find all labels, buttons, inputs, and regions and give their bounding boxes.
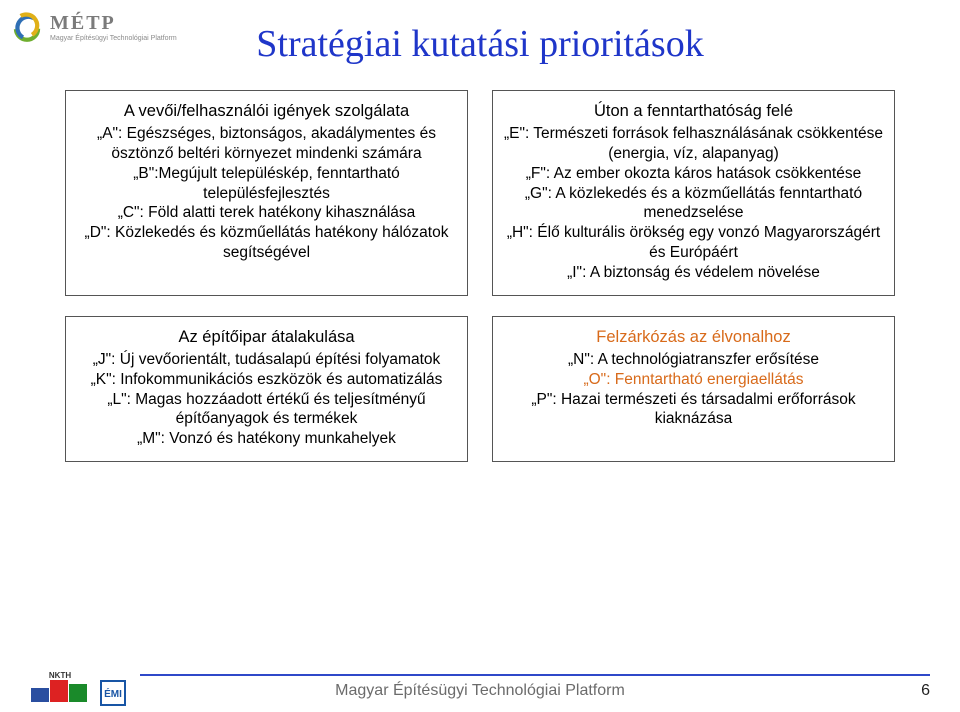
box-head: Úton a fenntarthatóság felé	[503, 101, 884, 122]
slide-page: MÉTP Magyar Építésügyi Technológiai Plat…	[0, 0, 960, 712]
footer-separator	[140, 674, 930, 676]
box-head: A vevői/felhasználói igények szolgálata	[76, 101, 457, 122]
page-title: Stratégiai kutatási prioritások	[0, 22, 960, 66]
item-l: „L": Magas hozzáadott értékű és teljesít…	[76, 390, 457, 430]
item-i: „I": A biztonság és védelem növelése	[503, 263, 884, 283]
box-head: Az építőipar átalakulása	[76, 327, 457, 348]
item-e: „E": Természeti források felhasználásána…	[503, 124, 884, 164]
item-n: „N": A technológiatranszfer erősítése	[503, 350, 884, 370]
item-f: „F": Az ember okozta káros hatások csökk…	[503, 164, 884, 184]
box-head: Felzárkózás az élvonalhoz	[503, 327, 884, 348]
item-k: „K": Infokommunikációs eszközök és autom…	[76, 370, 457, 390]
item-c: „C": Föld alatti terek hatékony kihaszná…	[76, 203, 457, 223]
box-industry-transform: Az építőipar átalakulása „J": Új vevőori…	[65, 316, 468, 462]
box-customer-needs: A vevői/felhasználói igények szolgálata …	[65, 90, 468, 296]
item-a: „A": Egészséges, biztonságos, akadálymen…	[76, 124, 457, 164]
item-g: „G": A közlekedés és a közműellátás fenn…	[503, 184, 884, 224]
item-p: „P": Hazai természeti és társadalmi erőf…	[503, 390, 884, 430]
box-sustainability: Úton a fenntarthatóság felé „E": Termész…	[492, 90, 895, 296]
footer: NKTH ÉMI Magyar Építésügyi Technológiai …	[0, 654, 960, 712]
item-h: „H": Élő kulturális örökség egy vonzó Ma…	[503, 223, 884, 263]
item-d: „D": Közlekedés és közműellátás hatékony…	[76, 223, 457, 263]
content-grid: A vevői/felhasználói igények szolgálata …	[65, 90, 895, 462]
item-m: „M": Vonzó és hatékony munkahelyek	[76, 429, 457, 449]
svg-text:NKTH: NKTH	[49, 671, 71, 680]
item-b: „B":Megújult településkép, fenntartható …	[76, 164, 457, 204]
footer-text: Magyar Építésügyi Technológiai Platform	[0, 682, 960, 700]
box-catching-up: Felzárkózás az élvonalhoz „N": A technol…	[492, 316, 895, 462]
page-number: 6	[921, 682, 930, 700]
item-o: „O": Fenntartható energiaellátás	[503, 370, 884, 390]
item-j: „J": Új vevőorientált, tudásalapú építés…	[76, 350, 457, 370]
